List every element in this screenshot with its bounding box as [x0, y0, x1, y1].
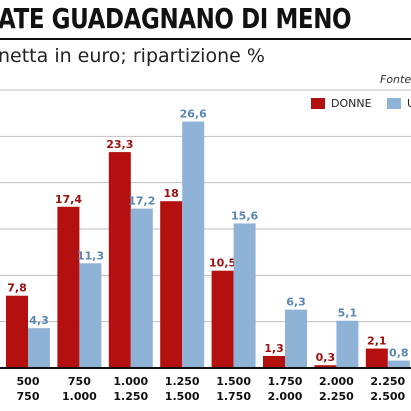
legend-item-uomini: U — [387, 97, 411, 110]
bar-donne — [160, 201, 183, 368]
bar-donne — [314, 365, 337, 368]
bar-u — [182, 121, 205, 368]
x-tick-label: 1.750 — [268, 375, 303, 388]
bar-donne — [263, 355, 285, 368]
bar-donne — [6, 295, 28, 368]
value-label-u: 6,3 — [286, 296, 306, 309]
bar-donne — [108, 152, 131, 368]
value-label-u: 0,8 — [389, 347, 409, 360]
value-label-donne: 23,3 — [106, 138, 133, 151]
bar-donne — [365, 348, 388, 368]
value-label-donne: 18 — [164, 187, 179, 200]
legend-swatch-uomini — [387, 98, 401, 109]
x-tick-label: 1.000 — [62, 390, 97, 403]
x-tick-label: 1.000 — [113, 375, 148, 388]
x-tick-label: 1.500 — [165, 390, 200, 403]
bar-u — [336, 320, 359, 368]
x-tick-label: 750 — [17, 390, 40, 403]
x-tick-label: 2.500 — [370, 390, 405, 403]
value-label-u: 5,1 — [338, 307, 358, 320]
chart-subtitle: netta in euro; ripartizione % — [0, 45, 265, 67]
bar-u — [79, 263, 102, 368]
bar-u — [28, 328, 50, 368]
bar-u — [233, 223, 256, 368]
bar-donne — [57, 206, 80, 368]
value-label-donne: 17,4 — [55, 193, 82, 206]
x-tick-label: 2.250 — [319, 390, 354, 403]
x-tick-label: 2.000 — [319, 375, 354, 388]
value-label-donne: 7,8 — [7, 282, 27, 295]
x-tick-label: 1.250 — [165, 375, 200, 388]
source-label: Fonte — [380, 73, 411, 86]
legend-label-uomini: U — [407, 97, 411, 110]
value-label-u: 17,2 — [128, 195, 155, 208]
value-label-u: 26,6 — [180, 108, 207, 121]
x-tick-label: 1.250 — [113, 390, 148, 403]
bar-u — [387, 360, 410, 368]
x-tick-label: 1.750 — [216, 390, 251, 403]
value-label-u: 4,3 — [29, 314, 49, 327]
x-tick-label: 750 — [68, 375, 91, 388]
x-tick-label: 2.250 — [370, 375, 405, 388]
value-label-donne: 10,5 — [209, 257, 236, 270]
bar-u — [285, 309, 307, 368]
x-tick-label: 1.500 — [216, 375, 251, 388]
x-tick-label: 500 — [17, 375, 40, 388]
bar-u — [130, 208, 153, 368]
value-label-donne: 0,3 — [316, 351, 336, 364]
bar-donne — [211, 270, 234, 368]
x-tick-label: 2.000 — [268, 390, 303, 403]
legend-item-donne: DONNE — [311, 97, 372, 110]
value-label-u: 15,6 — [231, 209, 258, 222]
value-label-u: 11,3 — [77, 249, 104, 262]
title-rule — [0, 38, 411, 40]
value-label-donne: 1,3 — [264, 342, 284, 355]
legend-label-donne: DONNE — [331, 97, 372, 110]
chart-title: ATE GUADAGNANO DI MENO — [0, 2, 352, 35]
value-label-donne: 2,1 — [367, 335, 387, 348]
legend-swatch-donne — [311, 98, 325, 109]
